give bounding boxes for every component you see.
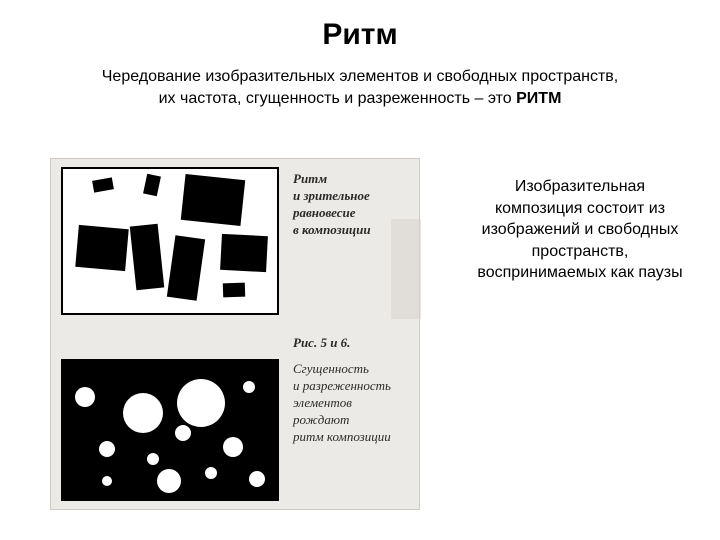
subtitle: Чередование изобразительных элементов и … [0, 66, 720, 109]
composition-circle [249, 471, 265, 487]
composition-circle [177, 379, 225, 427]
content-area: Ритми зрительноеравновесиев композиции Р… [50, 158, 670, 518]
figure-caption-top: Ритми зрительноеравновесиев композиции [293, 171, 413, 239]
composition-rect [181, 174, 245, 226]
figure-caption-mid: Рис. 5 и 6. [293, 335, 413, 352]
composition-rect [92, 177, 114, 192]
figure-block: Ритми зрительноеравновесиев композиции Р… [50, 158, 420, 510]
figure-panel-rectangles [61, 167, 279, 315]
composition-rect [130, 224, 165, 291]
composition-circle [102, 476, 112, 486]
composition-rect [143, 174, 161, 196]
composition-circle [99, 441, 115, 457]
figure-panel-circles [61, 359, 279, 501]
composition-rect [167, 235, 205, 301]
subtitle-line1: Чередование изобразительных элементов и … [102, 68, 619, 85]
composition-rect [223, 283, 245, 298]
side-paragraph: Изобразительная композиция состоит из из… [470, 176, 690, 284]
composition-circle [123, 393, 163, 433]
composition-circle [147, 453, 159, 465]
composition-circle [175, 425, 191, 441]
composition-circle [157, 469, 181, 493]
page-title: Ритм [0, 0, 720, 52]
composition-rect [220, 234, 268, 272]
composition-circle [205, 467, 217, 479]
composition-circle [223, 437, 243, 457]
composition-circle [243, 381, 255, 393]
subtitle-emphasis: РИТМ [516, 90, 561, 107]
subtitle-line2a: их частота, сгущенность и разреженность … [159, 90, 517, 107]
figure-caption-bottom: Сгущенностьи разреженностьэлементоврожда… [293, 361, 413, 445]
composition-circle [75, 387, 95, 407]
composition-rect [75, 225, 128, 271]
